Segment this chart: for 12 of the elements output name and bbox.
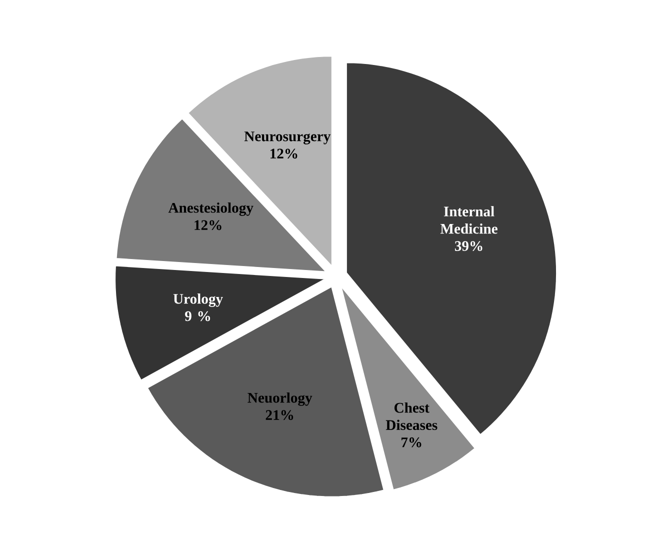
data-label: 9 % (185, 311, 210, 322)
data-label: 12% (270, 148, 298, 159)
data-label: 7% (402, 437, 422, 448)
slice-label: Urology (173, 294, 223, 307)
data-label: 39% (454, 241, 482, 252)
slice-label: Chest Diseases (386, 402, 438, 430)
data-label: 12% (194, 220, 222, 230)
slice-label: Anestesiology (168, 202, 254, 216)
slice-label: Neurosurgery (244, 132, 331, 144)
data-label: 21% (266, 410, 294, 420)
slice-label: Internal Medicine (440, 206, 498, 234)
slice-label: Neuorlogy (248, 392, 312, 406)
